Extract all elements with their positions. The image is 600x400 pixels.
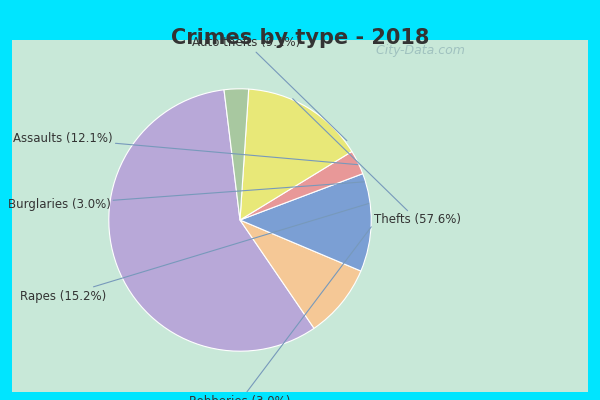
Text: Crimes by type - 2018: Crimes by type - 2018 (171, 28, 429, 48)
Text: Assaults (12.1%): Assaults (12.1%) (13, 132, 358, 165)
Wedge shape (240, 174, 371, 271)
Text: Rapes (15.2%): Rapes (15.2%) (20, 204, 368, 302)
Text: Robberies (3.0%): Robberies (3.0%) (190, 227, 371, 400)
Wedge shape (224, 89, 248, 220)
Text: Burglaries (3.0%): Burglaries (3.0%) (8, 182, 364, 211)
Text: Auto thefts (9.1%): Auto thefts (9.1%) (193, 36, 347, 141)
Wedge shape (240, 220, 361, 328)
Text: City-Data.com: City-Data.com (372, 44, 465, 57)
Wedge shape (240, 89, 352, 220)
Wedge shape (240, 152, 363, 220)
Text: Thefts (57.6%): Thefts (57.6%) (293, 99, 461, 226)
Wedge shape (109, 90, 314, 351)
